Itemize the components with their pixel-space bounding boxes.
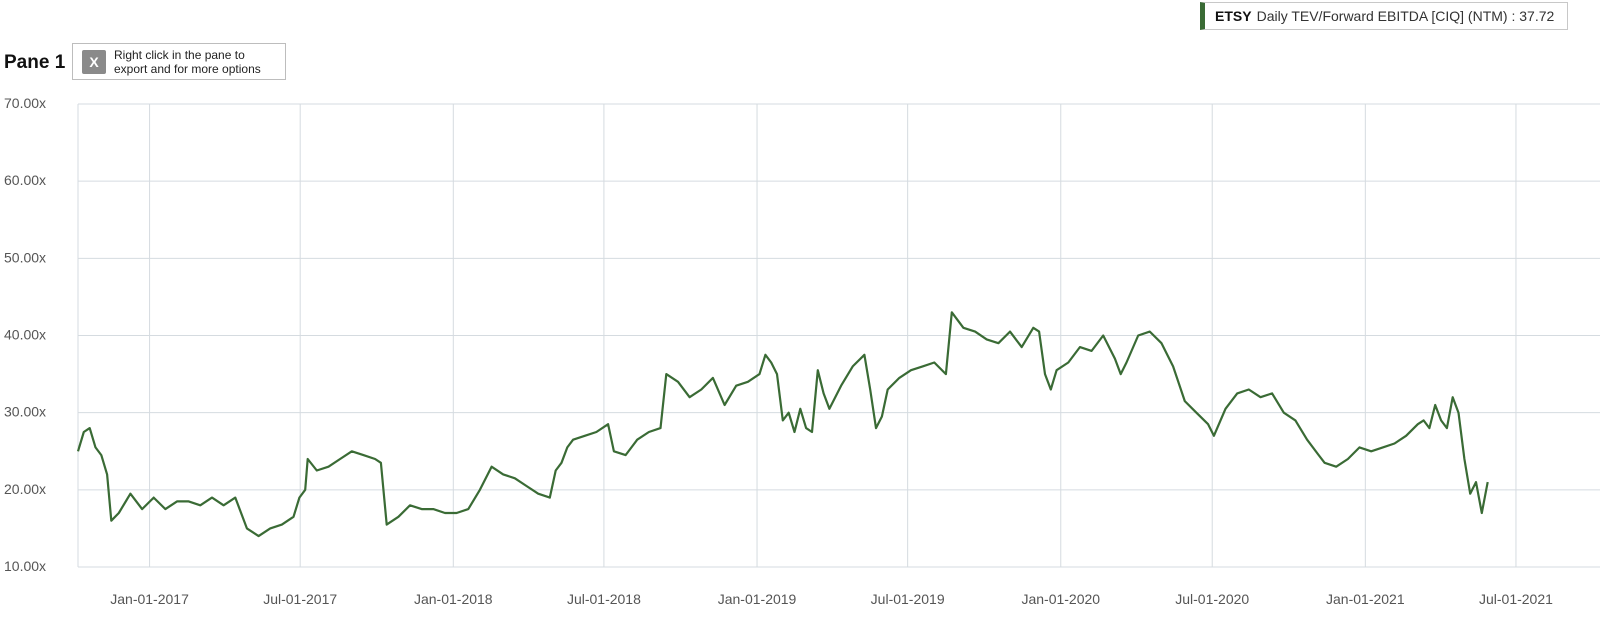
export-hint-box[interactable]: X Right click in the pane to export and … xyxy=(72,43,286,80)
y-tick-label: 20.00x xyxy=(4,481,46,497)
legend-series-label: Daily TEV/Forward EBITDA [CIQ] (NTM) : 3… xyxy=(1256,8,1555,24)
x-tick-label: Jan-01-2021 xyxy=(1326,591,1405,607)
x-tick-label: Jul-01-2021 xyxy=(1479,591,1553,607)
excel-icon: X xyxy=(82,49,106,74)
x-tick-label: Jul-01-2019 xyxy=(871,591,945,607)
x-tick-label: Jan-01-2019 xyxy=(718,591,797,607)
x-tick-label: Jan-01-2018 xyxy=(414,591,493,607)
export-hint-line2: export and for more options xyxy=(114,61,261,76)
y-tick-label: 70.00x xyxy=(4,95,46,111)
x-tick-label: Jul-01-2018 xyxy=(567,591,641,607)
series-line xyxy=(76,311,1489,538)
legend: ETSY Daily TEV/Forward EBITDA [CIQ] (NTM… xyxy=(1200,2,1568,30)
y-tick-label: 10.00x xyxy=(4,558,46,574)
y-tick-label: 40.00x xyxy=(4,327,46,343)
legend-ticker: ETSY xyxy=(1215,8,1252,24)
x-tick-label: Jul-01-2017 xyxy=(263,591,337,607)
y-tick-label: 50.00x xyxy=(4,249,46,265)
y-tick-label: 30.00x xyxy=(4,404,46,420)
x-tick-label: Jul-01-2020 xyxy=(1175,591,1249,607)
pane-title: Pane 1 xyxy=(4,52,66,73)
x-tick-label: Jan-01-2020 xyxy=(1021,591,1100,607)
export-hint-text: Right click in the pane to export and fo… xyxy=(114,48,261,76)
export-hint-line1: Right click in the pane to xyxy=(114,47,245,62)
x-tick-label: Jan-01-2017 xyxy=(110,591,189,607)
y-tick-label: 60.00x xyxy=(4,172,46,188)
